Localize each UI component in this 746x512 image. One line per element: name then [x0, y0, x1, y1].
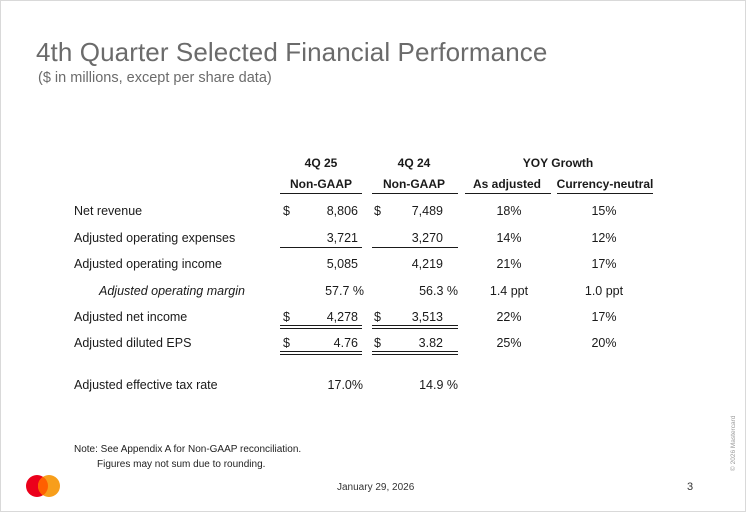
operating-income-yoy-adjusted: 21%: [496, 257, 522, 271]
row-label-net-income: Adjusted net income: [74, 310, 188, 324]
diluted-eps-4q25: 4.76: [333, 336, 358, 350]
note-appendix: Note: See Appendix A for Non-GAAP reconc…: [74, 444, 302, 455]
effective-tax-rate-4q25: 17.0%: [327, 378, 363, 392]
effective-tax-rate-4q24: 14.9 %: [419, 378, 458, 392]
diluted-eps-yoy-currency-neutral: 20%: [591, 336, 617, 350]
header-underline-4q25: [280, 193, 362, 194]
row-label-operating-margin: Adjusted operating margin: [99, 284, 245, 298]
operating-margin-yoy-currency-neutral: 1.0 ppt: [584, 284, 624, 298]
net-income-4q24: 3,513: [411, 310, 443, 324]
net-revenue-yoy-currency-neutral: 15%: [591, 204, 617, 218]
currency-symbol: $: [374, 204, 381, 218]
double-underline-eps-4q24: [372, 351, 458, 355]
page-number: 3: [687, 481, 694, 493]
operating-margin-4q24: 56.3 %: [419, 284, 458, 298]
operating-income-4q25: 5,085: [326, 257, 358, 271]
operating-margin-yoy-adjusted: 1.4 ppt: [489, 284, 529, 298]
note-rounding: Figures may not sum due to rounding.: [97, 459, 266, 470]
diluted-eps-4q24: 3.82: [418, 336, 443, 350]
operating-expenses-4q24: 3,270: [411, 231, 443, 245]
currency-symbol: $: [374, 310, 381, 324]
header-underline-currency-neutral: [557, 193, 653, 194]
net-income-yoy-adjusted: 22%: [496, 310, 522, 324]
operating-margin-4q25: 57.7 %: [325, 284, 364, 298]
net-income-4q25: 4,278: [326, 310, 358, 324]
header-yoy-growth: YOY Growth: [522, 156, 594, 170]
operating-expenses-yoy-currency-neutral: 12%: [591, 231, 617, 245]
row-label-operating-expenses: Adjusted operating expenses: [74, 231, 236, 245]
header-4q24-basis: Non-GAAP: [383, 177, 445, 191]
operating-expenses-4q25: 3,721: [326, 231, 358, 245]
diluted-eps-yoy-adjusted: 25%: [496, 336, 522, 350]
double-underline-4q24: [372, 325, 458, 329]
subtotal-line-4q25: [280, 247, 362, 248]
currency-symbol: $: [283, 310, 290, 324]
currency-symbol: $: [374, 336, 381, 350]
operating-income-yoy-currency-neutral: 17%: [591, 257, 617, 271]
row-label-operating-income: Adjusted operating income: [74, 257, 223, 271]
header-4q25-period: 4Q 25: [304, 156, 338, 170]
mastercard-logo: [26, 475, 60, 497]
slide-subtitle: ($ in millions, except per share data): [38, 70, 272, 86]
row-label-effective-tax-rate: Adjusted effective tax rate: [74, 378, 218, 392]
header-4q24-period: 4Q 24: [397, 156, 431, 170]
header-underline-4q24: [372, 193, 458, 194]
row-label-diluted-eps: Adjusted diluted EPS: [74, 336, 192, 350]
logo-overlap: [38, 476, 48, 496]
operating-income-4q24: 4,219: [411, 257, 443, 271]
operating-expenses-yoy-adjusted: 14%: [496, 231, 522, 245]
net-revenue-4q25: 8,806: [326, 204, 358, 218]
slide-title: 4th Quarter Selected Financial Performan…: [36, 37, 548, 67]
header-as-adjusted: As adjusted: [472, 177, 542, 191]
subtotal-line-4q24: [372, 247, 458, 248]
net-revenue-4q24: 7,489: [411, 204, 443, 218]
copyright-notice: © 2026 Mastercard: [730, 415, 737, 471]
header-4q25-basis: Non-GAAP: [290, 177, 352, 191]
net-revenue-yoy-adjusted: 18%: [496, 204, 522, 218]
double-underline-4q25: [280, 325, 362, 329]
net-income-yoy-currency-neutral: 17%: [591, 310, 617, 324]
header-underline-as-adjusted: [465, 193, 551, 194]
currency-symbol: $: [283, 336, 290, 350]
currency-symbol: $: [283, 204, 290, 218]
double-underline-eps-4q25: [280, 351, 362, 355]
footer-date: January 29, 2026: [337, 482, 415, 493]
row-label-net-revenue: Net revenue: [74, 204, 143, 218]
header-currency-neutral: Currency-neutral: [556, 177, 654, 191]
